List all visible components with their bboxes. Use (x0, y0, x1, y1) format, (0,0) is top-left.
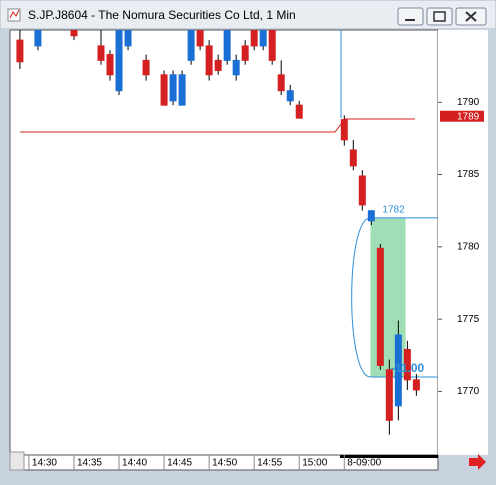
candle-body (214, 59, 222, 71)
candle-body (241, 45, 249, 61)
candle-body (394, 334, 402, 407)
x-tick-label: 14:50 (212, 458, 237, 469)
candle-body (268, 30, 276, 61)
x-tick-label: 15:00 (302, 458, 327, 469)
measure-change-label: -11.00 (391, 361, 425, 375)
scroll-right-arrow[interactable] (469, 454, 486, 470)
x-tick-label: 14:30 (32, 458, 57, 469)
x-tick-label: 14:40 (122, 458, 147, 469)
last-price-label: 1789 (457, 111, 480, 122)
candle-body (295, 104, 303, 119)
candle-body (403, 348, 411, 381)
candle-body (376, 247, 384, 366)
maximize-glyph (433, 11, 446, 22)
x-tick-label: 14:55 (257, 458, 282, 469)
candle-body (196, 30, 204, 47)
reference-line (20, 118, 415, 133)
candle-body (160, 74, 168, 106)
candle-body (205, 45, 213, 76)
measure-arc (351, 217, 371, 378)
y-tick-label: 1790 (457, 97, 480, 108)
window-title: S.JP.J8604 - The Nomura Securities Co Lt… (28, 8, 296, 22)
candle-body (223, 30, 231, 61)
window-buttons (397, 7, 487, 26)
candle-body (385, 369, 393, 421)
candle-body (250, 30, 258, 47)
y-tick-label: 1775 (457, 314, 480, 325)
candle-body (34, 30, 42, 47)
x-tick-label: 8-09:00 (347, 458, 381, 469)
candle-body (412, 379, 420, 391)
y-tick-label: 1770 (457, 386, 480, 397)
candle-body (142, 59, 150, 76)
measure-high-label: 1782 (382, 205, 405, 216)
candle-body (70, 30, 78, 37)
app-icon (7, 8, 21, 22)
candle-body (97, 45, 105, 61)
x-tick-label: 14:45 (167, 458, 192, 469)
candle-body (178, 74, 186, 106)
candle-body (16, 39, 24, 63)
app-icon-glyph (9, 9, 20, 19)
maximize-button[interactable] (426, 7, 453, 26)
candle-body (349, 149, 357, 167)
candle-body (232, 59, 240, 76)
scroll-handle[interactable] (9, 451, 25, 471)
last-price-box (440, 110, 484, 122)
candle-body (277, 74, 285, 92)
candle-body (106, 54, 114, 76)
price-axis (438, 30, 488, 455)
candle-body (259, 30, 267, 47)
close-glyph (465, 11, 477, 22)
scroll-position (340, 455, 438, 458)
y-tick-label: 1785 (457, 169, 480, 180)
candle-body (367, 210, 375, 222)
y-tick-label: 1780 (457, 241, 480, 252)
candle-body (115, 30, 123, 92)
minimize-button[interactable] (397, 7, 424, 26)
candle-body (340, 119, 348, 141)
candle-body (187, 30, 195, 61)
x-tick-label: 14:35 (77, 458, 102, 469)
candle-body (358, 175, 366, 206)
plot-layer (16, 30, 438, 435)
candle-body (286, 90, 294, 102)
candle-body (124, 30, 132, 47)
candle-body (169, 74, 177, 102)
